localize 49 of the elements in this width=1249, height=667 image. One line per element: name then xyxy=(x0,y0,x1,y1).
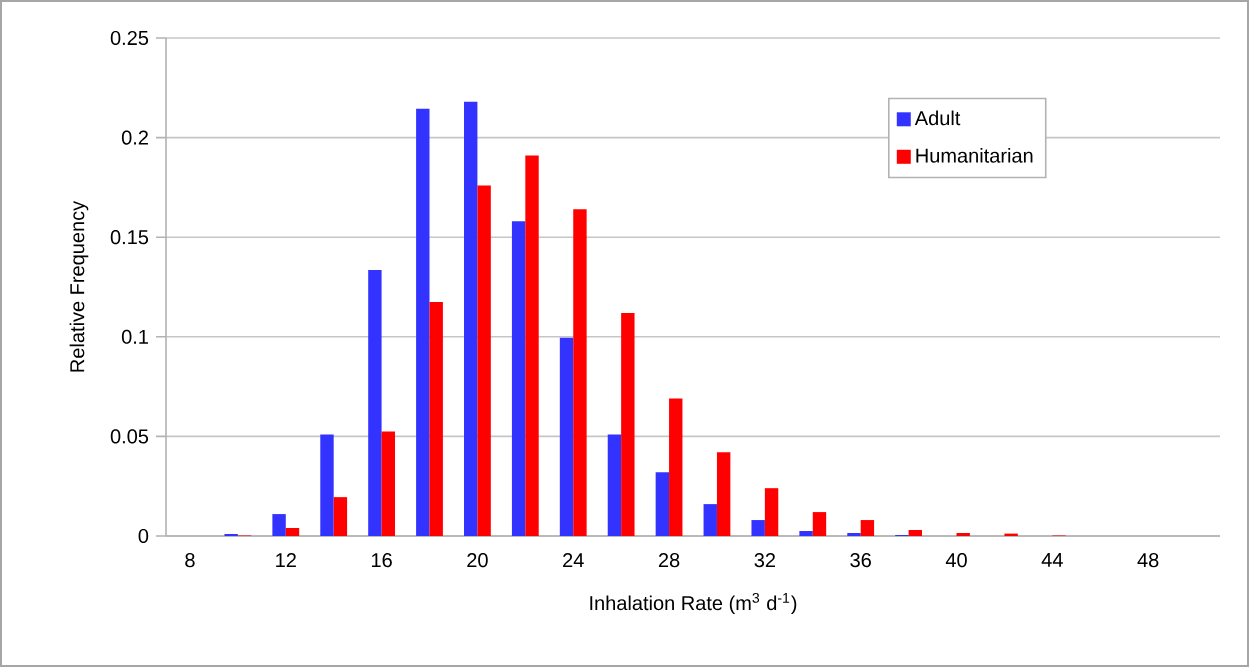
y-tick-label: 0.1 xyxy=(121,329,148,344)
bar xyxy=(381,431,395,536)
x-tick-label: 12 xyxy=(276,553,296,568)
bar xyxy=(416,108,430,536)
bar xyxy=(525,155,539,536)
bar xyxy=(908,530,922,536)
bar xyxy=(559,337,574,536)
bar xyxy=(716,452,731,536)
bar xyxy=(751,520,765,536)
x-tick-label: 48 xyxy=(1137,553,1159,568)
bar xyxy=(320,434,334,536)
y-axis-title: Relative Frequency xyxy=(69,200,89,372)
bar xyxy=(464,101,478,536)
bar xyxy=(669,398,683,536)
y-tick-label: 0.2 xyxy=(121,130,148,145)
bar xyxy=(368,270,382,536)
y-tick-label: 0.25 xyxy=(110,30,149,46)
bar xyxy=(607,434,622,536)
y-tick-label: 0.15 xyxy=(110,230,149,245)
bar xyxy=(573,209,587,536)
bar xyxy=(812,512,827,536)
x-tick-label: 44 xyxy=(1041,553,1063,567)
x-tick-label: 36 xyxy=(850,553,871,568)
x-tick-label: 32 xyxy=(754,553,775,568)
bar xyxy=(621,312,635,536)
x-tick-label: 16 xyxy=(372,553,392,568)
bar xyxy=(429,301,443,536)
bar xyxy=(655,472,670,536)
bar xyxy=(799,531,813,536)
bar xyxy=(703,504,717,536)
bar xyxy=(272,514,286,536)
bar xyxy=(860,520,875,536)
bar xyxy=(764,488,779,536)
bar xyxy=(956,533,970,536)
x-tick-label: 40 xyxy=(945,553,967,568)
x-tick-label: 28 xyxy=(658,553,680,568)
bar xyxy=(511,221,526,536)
x-tick-label: 8 xyxy=(185,553,195,568)
legend-label: Adult xyxy=(914,110,961,126)
x-axis-title: Inhalation Rate (m$^{3}$ d$^{-1}$) xyxy=(590,592,797,615)
bar xyxy=(285,528,300,536)
x-tick-label: 24 xyxy=(563,553,584,568)
bar xyxy=(333,497,348,536)
y-tick-label: 0.05 xyxy=(110,429,149,444)
x-tick-label: 20 xyxy=(467,553,488,568)
y-tick-label: 0 xyxy=(138,528,149,544)
bar xyxy=(847,533,861,536)
bar xyxy=(477,185,491,536)
legend-label: Humanitarian xyxy=(916,148,1033,163)
